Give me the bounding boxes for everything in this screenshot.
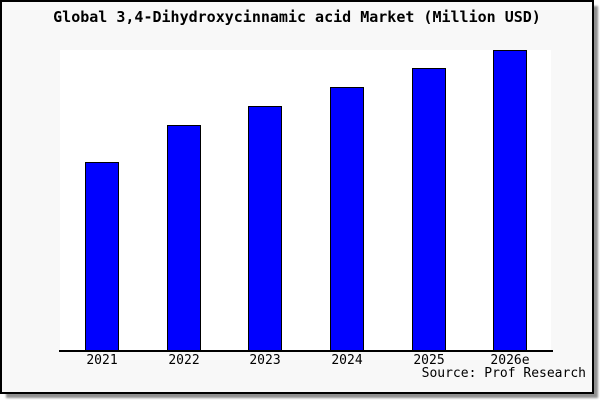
x-tick-label-2023: 2023 <box>249 353 281 368</box>
source-credit: Source: Prof Research <box>421 366 586 381</box>
bar-2022 <box>167 125 201 351</box>
x-tick-label-2024: 2024 <box>331 353 363 368</box>
x-tick-label-2025: 2025 <box>413 353 445 368</box>
chart-card: Global 3,4-Dihydroxycinnamic acid Market… <box>0 0 594 394</box>
x-tick-label-2021: 2021 <box>86 353 118 368</box>
bar-2026e <box>493 50 527 351</box>
bar-2024 <box>330 87 364 351</box>
bar-2025 <box>412 68 446 351</box>
chart-title: Global 3,4-Dihydroxycinnamic acid Market… <box>53 8 541 26</box>
x-axis-line <box>59 350 553 352</box>
bar-2023 <box>248 106 282 351</box>
bar-2021 <box>85 162 119 351</box>
plot-area <box>60 50 551 351</box>
x-tick-label-2026e: 2026e <box>490 353 530 368</box>
x-tick-label-2022: 2022 <box>168 353 200 368</box>
